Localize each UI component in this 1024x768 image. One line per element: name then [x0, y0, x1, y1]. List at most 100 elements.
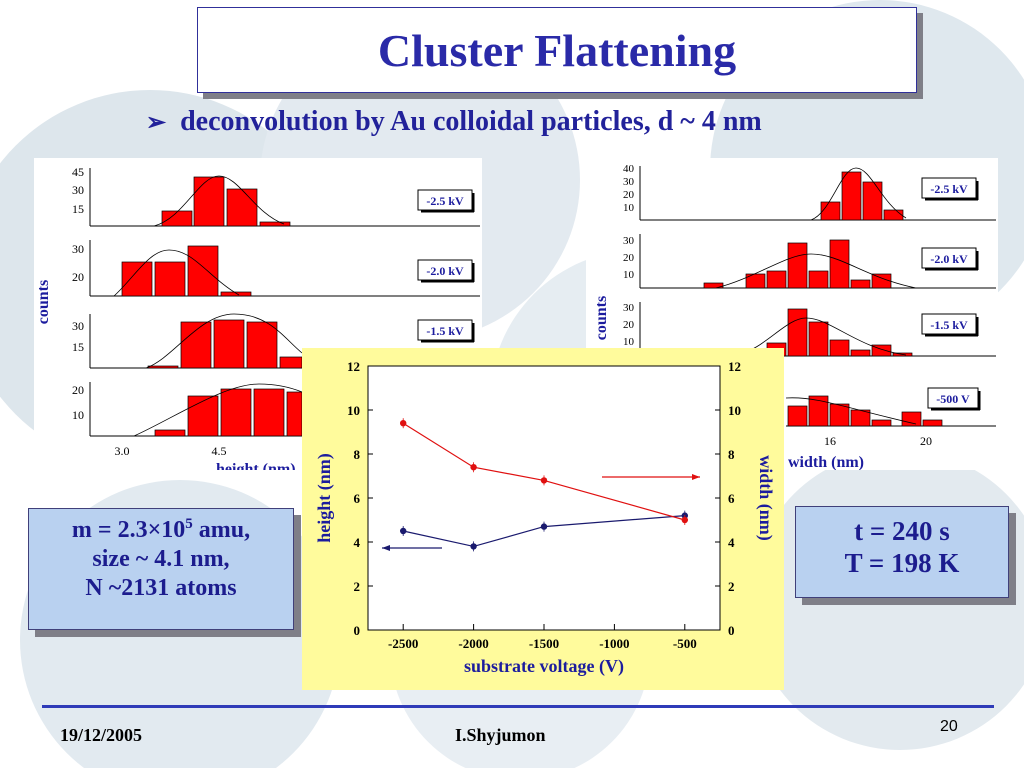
info-mass-line: m = 2.3×105 amu, — [71, 516, 251, 543]
histogram-bar — [901, 411, 922, 427]
histogram-bar — [829, 403, 850, 427]
voltage-label: -1.5 kV — [426, 324, 464, 338]
bullet-arrow-icon: ➢ — [146, 110, 167, 136]
histogram-bar — [147, 365, 179, 369]
histogram-bar — [246, 321, 278, 369]
histogram-bar — [286, 391, 303, 437]
right-xtick: 20 — [920, 434, 932, 448]
right-y-label: counts — [593, 296, 610, 340]
data-point — [540, 477, 548, 484]
right-p1-ytick: 20 — [623, 189, 635, 201]
voltage-chart-panel: -2500 -2000 -1500 -1000 -500 0 0 2 2 4 4 6 6 8 8 10 10 12… — [302, 348, 784, 690]
left-histogram-1: 45 30 15 -2.5 kV — [72, 165, 480, 227]
left-p2-ytick: 20 — [72, 270, 84, 284]
histogram-bar — [871, 419, 892, 427]
histogram-bar — [922, 419, 943, 427]
gaussian-fit — [810, 167, 907, 221]
histogram-bar — [187, 245, 219, 297]
histogram-bar — [161, 210, 193, 227]
x-tick-label: -2500 — [388, 636, 418, 651]
gaussian-fit — [715, 253, 917, 289]
left-histograms-svg: counts 45 30 15 -2.5 kV 30 20 — [35, 165, 480, 478]
y2-tick-label: 10 — [728, 403, 741, 418]
y-tick-label: 6 — [354, 491, 361, 506]
histogram-bar — [871, 344, 892, 357]
y-tick-label: 8 — [354, 447, 361, 462]
data-point — [540, 523, 548, 530]
right-p3-ytick: 20 — [623, 319, 635, 331]
left-histogram-3: 30 15 -1.5 kV — [72, 313, 480, 369]
right-xtick: 16 — [824, 434, 836, 448]
y-tick-label: 0 — [354, 623, 361, 638]
info-atoms-line: N ~2131 atoms — [85, 574, 237, 601]
chart-y-label: height (nm) — [314, 453, 335, 543]
histogram-bar — [220, 291, 252, 297]
right-p3-ytick: 10 — [623, 336, 635, 348]
x-tick-label: -1500 — [529, 636, 559, 651]
series-direction-arrows — [382, 474, 700, 551]
histogram-bar — [193, 176, 225, 227]
histogram-bar — [187, 395, 219, 437]
histogram-bar — [154, 429, 186, 437]
histogram-bar — [808, 395, 829, 427]
histogram-bar — [180, 321, 212, 369]
y-tick-label: 4 — [354, 535, 361, 550]
y-tick-label: 2 — [354, 579, 361, 594]
left-p1-ytick: 30 — [72, 183, 84, 197]
histogram-bar — [745, 273, 766, 289]
page-number: 20 — [940, 718, 958, 735]
chart-x-label: substrate voltage (V) — [464, 656, 624, 677]
histogram-bar — [766, 270, 787, 289]
right-p2-ytick: 10 — [623, 269, 635, 281]
gaussian-fit — [735, 317, 907, 357]
histogram-bar — [850, 279, 871, 289]
right-histogram-panel: counts 40 30 20 10 -2.5 kV 30 20 10 — [586, 158, 998, 471]
y-tick-label: 10 — [347, 403, 360, 418]
info-temperature-line: T = 198 K — [844, 548, 960, 579]
histogram-bar — [154, 261, 186, 297]
conditions-info-box: t = 240 s T = 198 K — [795, 506, 1009, 598]
x-tick-label: -1000 — [599, 636, 629, 651]
y2-tick-label: 4 — [728, 535, 735, 550]
bullet-line: ➢ deconvolution by Au colloidal particles… — [146, 106, 762, 138]
footer-divider — [42, 705, 994, 708]
left-p3-ytick: 15 — [72, 340, 84, 354]
slide-title-box: Cluster Flattening — [197, 7, 917, 93]
right-histogram-4: -500 V 16 20 width (nm) — [785, 387, 996, 471]
voltage-label: -2.5 kV — [930, 182, 968, 196]
histogram-bar — [808, 321, 829, 357]
right-p1-ytick: 30 — [623, 176, 635, 188]
left-xtick: 3.0 — [115, 444, 130, 458]
info-time-line: t = 240 s — [854, 516, 950, 546]
histogram-bar — [213, 319, 245, 369]
histogram-bar — [829, 339, 850, 357]
y2-tick-label: 0 — [728, 623, 735, 638]
series-line-right — [402, 422, 685, 521]
left-arrow-icon — [382, 545, 390, 551]
left-xtick: 4.5 — [212, 444, 227, 458]
histogram-bar — [862, 181, 883, 221]
histogram-bar — [121, 261, 153, 297]
histogram-bar — [787, 242, 808, 289]
y2-tick-label: 8 — [728, 447, 735, 462]
y2-tick-label: 6 — [728, 491, 735, 506]
right-p1-ytick: 10 — [623, 202, 635, 214]
gaussian-fit — [133, 383, 303, 437]
footer-author: I.Shyjumon — [455, 725, 546, 745]
right-p1-ytick: 40 — [623, 163, 635, 175]
histogram-bar — [703, 282, 724, 289]
plot-area — [367, 365, 721, 631]
voltage-label: -2.0 kV — [426, 264, 464, 278]
left-y-label: counts — [35, 280, 52, 324]
slide-title: Cluster Flattening — [377, 24, 737, 76]
histogram-bar — [883, 209, 904, 221]
voltage-label: -2.5 kV — [426, 194, 464, 208]
gaussian-fit — [785, 397, 917, 425]
bullet-text: deconvolution by Au colloidal particles,… — [180, 106, 762, 137]
cluster-info-box: m = 2.3×105 amu, size ~ 4.1 nm, N ~2131 … — [28, 508, 294, 630]
x-tick-label: -500 — [673, 636, 697, 651]
left-p3-ytick: 30 — [72, 319, 84, 333]
histogram-bar — [808, 270, 829, 289]
histogram-bar — [841, 171, 862, 221]
histogram-bar — [829, 239, 850, 289]
